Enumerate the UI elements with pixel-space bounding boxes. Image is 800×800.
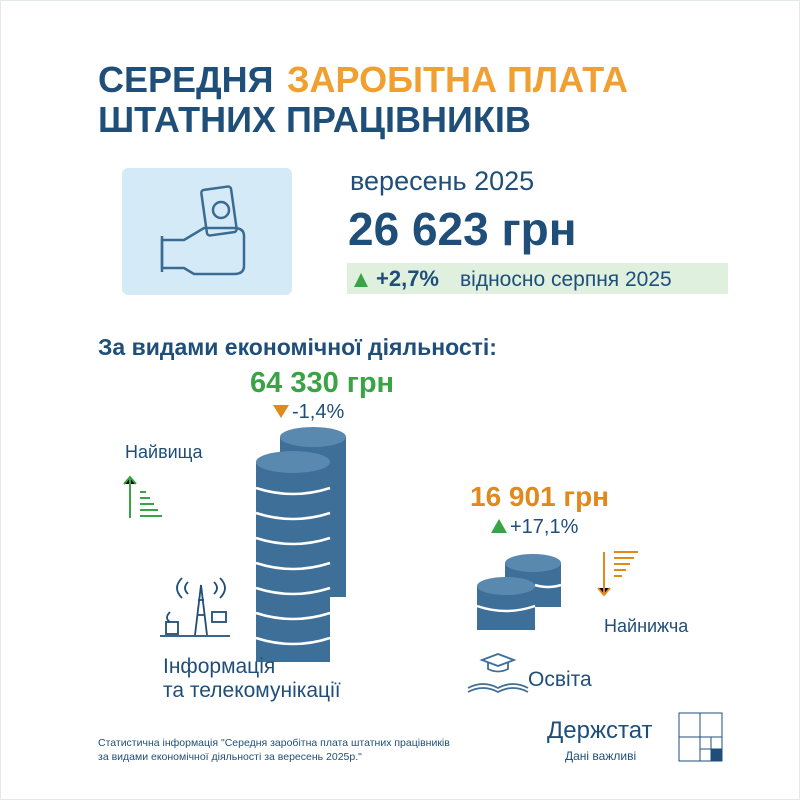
highest-amount: 64 330 грн [250,367,394,399]
lowest-amount: 16 901 грн [470,481,609,512]
title-line: ШТАТНИХ ПРАЦІВНИКІВ [98,99,531,140]
title-part: ЗАРОБІТНА ПЛАТА [287,59,628,100]
change: +2,7% [376,266,439,291]
high-icon [123,475,162,518]
title-part: СЕРЕДНЯ [98,59,274,100]
title: СЕРЕДНЯ ЗАРОБІТНА ПЛАТА ШТАТНИХ ПРАЦІВНИ… [98,59,628,140]
sector: Інформація [163,655,275,678]
logo-grid [678,712,723,762]
education-icon [467,653,529,694]
down-arrow [273,405,289,418]
small-coins [476,554,562,630]
change-band [347,263,728,294]
source: за видами економічної діяльності за вере… [98,751,362,763]
lowest-label: Найнижча [604,616,689,636]
up-arrow [354,273,368,287]
sector: Освіта [528,668,592,691]
brand: Держстат [547,717,653,744]
amount: 26 623 грн [348,203,577,255]
up-arrow [491,519,507,533]
period: вересень 2025 [350,166,534,196]
highest-label: Найвища [125,442,203,462]
big-coins [255,427,346,662]
slogan: Дані важливі [565,749,636,763]
sector: та телекомунікації [163,679,341,702]
lowest-change: +17,1% [510,516,579,538]
change-note: відносно серпня 2025 [460,268,672,291]
source: Статистична інформація "Середня заробітн… [98,737,450,749]
money-icon [160,185,246,276]
telecom-icon [160,577,230,637]
low-icon [597,551,638,597]
section-title: За видами економічної діяльності: [98,334,497,360]
highest-change: -1,4% [292,401,344,423]
